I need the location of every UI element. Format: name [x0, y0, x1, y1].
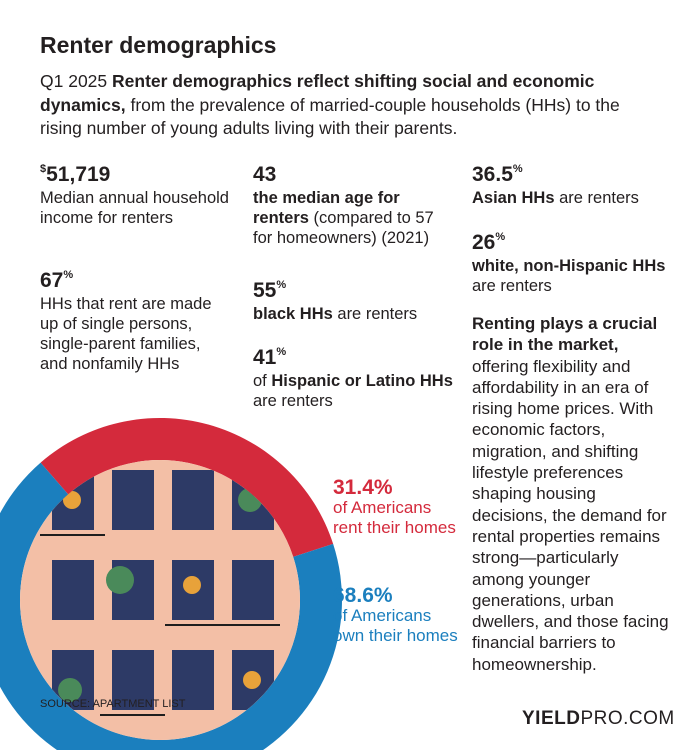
data-label: 68.6% of Americans own their homes — [333, 584, 463, 646]
stat: 55% black HHs are renters — [253, 278, 453, 324]
stat: 43 the median age for renters (compared … — [253, 162, 453, 248]
paragraph-text: offering flexibility and affordability i… — [472, 356, 669, 674]
category-label: of Americans rent their homes — [333, 498, 456, 537]
stat: 36.5% Asian HHs are renters — [472, 162, 682, 208]
stat: $51,719 Median annual household income f… — [40, 162, 230, 228]
stat-text: are renters — [253, 392, 333, 410]
stat-text: are renters — [559, 189, 639, 207]
stat-unit: % — [276, 346, 287, 358]
stat-number: 41 — [253, 346, 277, 369]
category-label: of Americans own their homes — [333, 606, 458, 645]
stat-text: HHs that rent are made up of single pers… — [40, 295, 212, 373]
donut-segment — [0, 462, 342, 750]
stat: 26% white, non-Hispanic HHs are renters — [472, 230, 682, 296]
stat-text: Median annual household income for rente… — [40, 189, 229, 227]
intro-rest: from the prevalence of married-couple ho… — [40, 94, 620, 139]
stat-text: (compared to 57 for homeowners) (2021) — [253, 209, 434, 247]
stat-number: 36.5 — [472, 163, 513, 186]
intro-bold: Renter demographics reflect shifting soc… — [40, 71, 595, 115]
stat-number: 26 — [472, 231, 496, 254]
stat-text: are renters — [337, 305, 418, 323]
illustration — [20, 460, 300, 740]
stat-unit: % — [276, 279, 287, 291]
stat-bold: the median age for renters — [253, 189, 400, 227]
stat-number: 51,719 — [46, 163, 111, 186]
paragraph: Renting plays a crucial role in the mark… — [472, 313, 672, 675]
intro: Q1 2025 Renter demographics reflect shif… — [40, 70, 660, 141]
stat-unit: % — [495, 231, 506, 243]
stat-number: 55 — [253, 279, 277, 302]
stat-bold: white, non-Hispanic HHs — [472, 257, 666, 275]
brand: YIELDPRO.COM — [522, 708, 675, 730]
stat: 41% of Hispanic or Latino HHs are renter… — [253, 345, 453, 411]
stat: 67% HHs that rent are made up of single … — [40, 268, 230, 374]
value-label: 31.4% — [333, 476, 393, 499]
stat-bold: Asian HHs — [472, 189, 555, 207]
source: SOURCE: APARTMENT LIST — [40, 698, 186, 710]
stat-unit: % — [63, 269, 74, 281]
stat-bold: Hispanic or Latino HHs — [271, 372, 453, 390]
stat-number: 43 — [253, 163, 277, 186]
brand-bold: YIELD — [522, 708, 581, 729]
brand-rest: PRO.COM — [580, 708, 675, 729]
data-label: 31.4% of Americans rent their homes — [333, 476, 463, 538]
paragraph-bold: Renting plays a crucial role in the mark… — [472, 314, 658, 355]
stat-prefix: $ — [40, 163, 47, 175]
stat-bold: black HHs — [253, 305, 333, 323]
donut-segment — [40, 417, 334, 557]
stat-before: of — [253, 372, 267, 390]
stat-unit: % — [512, 163, 523, 175]
stat-number: 67 — [40, 269, 64, 292]
intro-prefix: Q1 2025 — [40, 71, 108, 91]
value-label: 68.6% — [333, 584, 393, 607]
stat-text: are renters — [472, 277, 552, 295]
title: Renter demographics — [40, 32, 277, 58]
